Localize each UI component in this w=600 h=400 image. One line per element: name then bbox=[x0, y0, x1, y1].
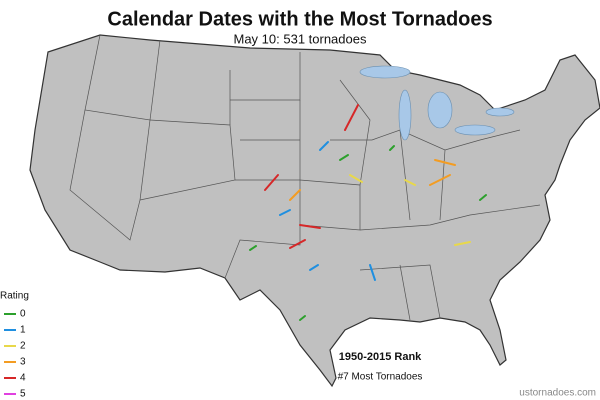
legend-label: 0 bbox=[20, 309, 26, 320]
state-lines bbox=[69, 34, 541, 321]
legend-title: Rating bbox=[0, 291, 29, 302]
great-lakes bbox=[359, 65, 515, 141]
legend: 0 1 2 3 4 5 bbox=[4, 309, 26, 400]
rank-text: #7 Most Tornadoes bbox=[338, 372, 423, 383]
legend-label: 5 bbox=[20, 389, 26, 400]
credit: ustornadoes.com bbox=[519, 388, 596, 399]
legend-label: 3 bbox=[20, 357, 26, 368]
legend-label: 1 bbox=[20, 325, 26, 336]
rank-title: 1950-2015 Rank bbox=[339, 351, 422, 363]
legend-label: 2 bbox=[20, 341, 26, 352]
us-land bbox=[29, 34, 600, 388]
subtitle: May 10: 531 tornadoes bbox=[234, 31, 367, 46]
legend-label: 4 bbox=[20, 373, 26, 384]
title: Calendar Dates with the Most Tornadoes bbox=[107, 8, 492, 30]
tornado-tracks bbox=[249, 104, 487, 321]
